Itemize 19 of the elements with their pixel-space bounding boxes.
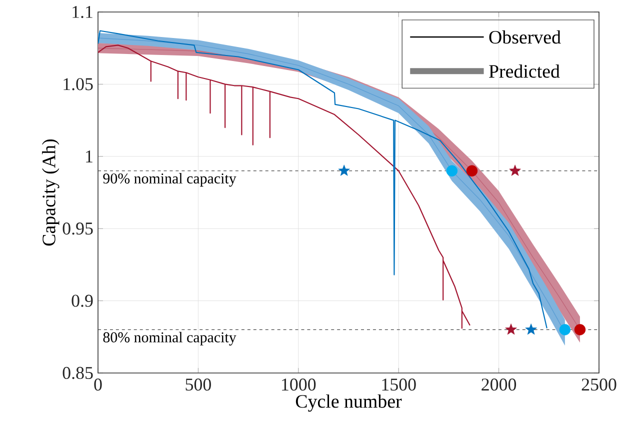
y-tick-label: 1.05 <box>64 78 93 90</box>
x-tick-label: 0 <box>94 378 102 391</box>
x-tick-label: 1000 <box>282 378 316 391</box>
y-tick-label: 1 <box>86 150 92 162</box>
x-tick-label: 2500 <box>582 378 616 391</box>
line-series <box>98 44 470 329</box>
annotation: Predicted <box>489 64 560 78</box>
y-tick-label: 0.95 <box>62 222 93 235</box>
x-axis-title: Cycle number <box>296 394 402 412</box>
y-tick-label: 0.9 <box>72 294 93 307</box>
x-tick-label: 1500 <box>382 378 416 391</box>
y-tick-label: 0.85 <box>62 366 93 380</box>
ref-line-label: 80% nominal capacity <box>103 332 236 346</box>
x-tick-label: 500 <box>186 378 211 391</box>
y-tick-label: 1.1 <box>72 6 92 18</box>
y-axis-title: Capacity (Ah) <box>42 139 60 246</box>
x-tick-label: 2000 <box>482 378 516 391</box>
ref-line-label: 90% nominal capacity <box>103 173 236 187</box>
annotation: Observed <box>489 30 561 44</box>
